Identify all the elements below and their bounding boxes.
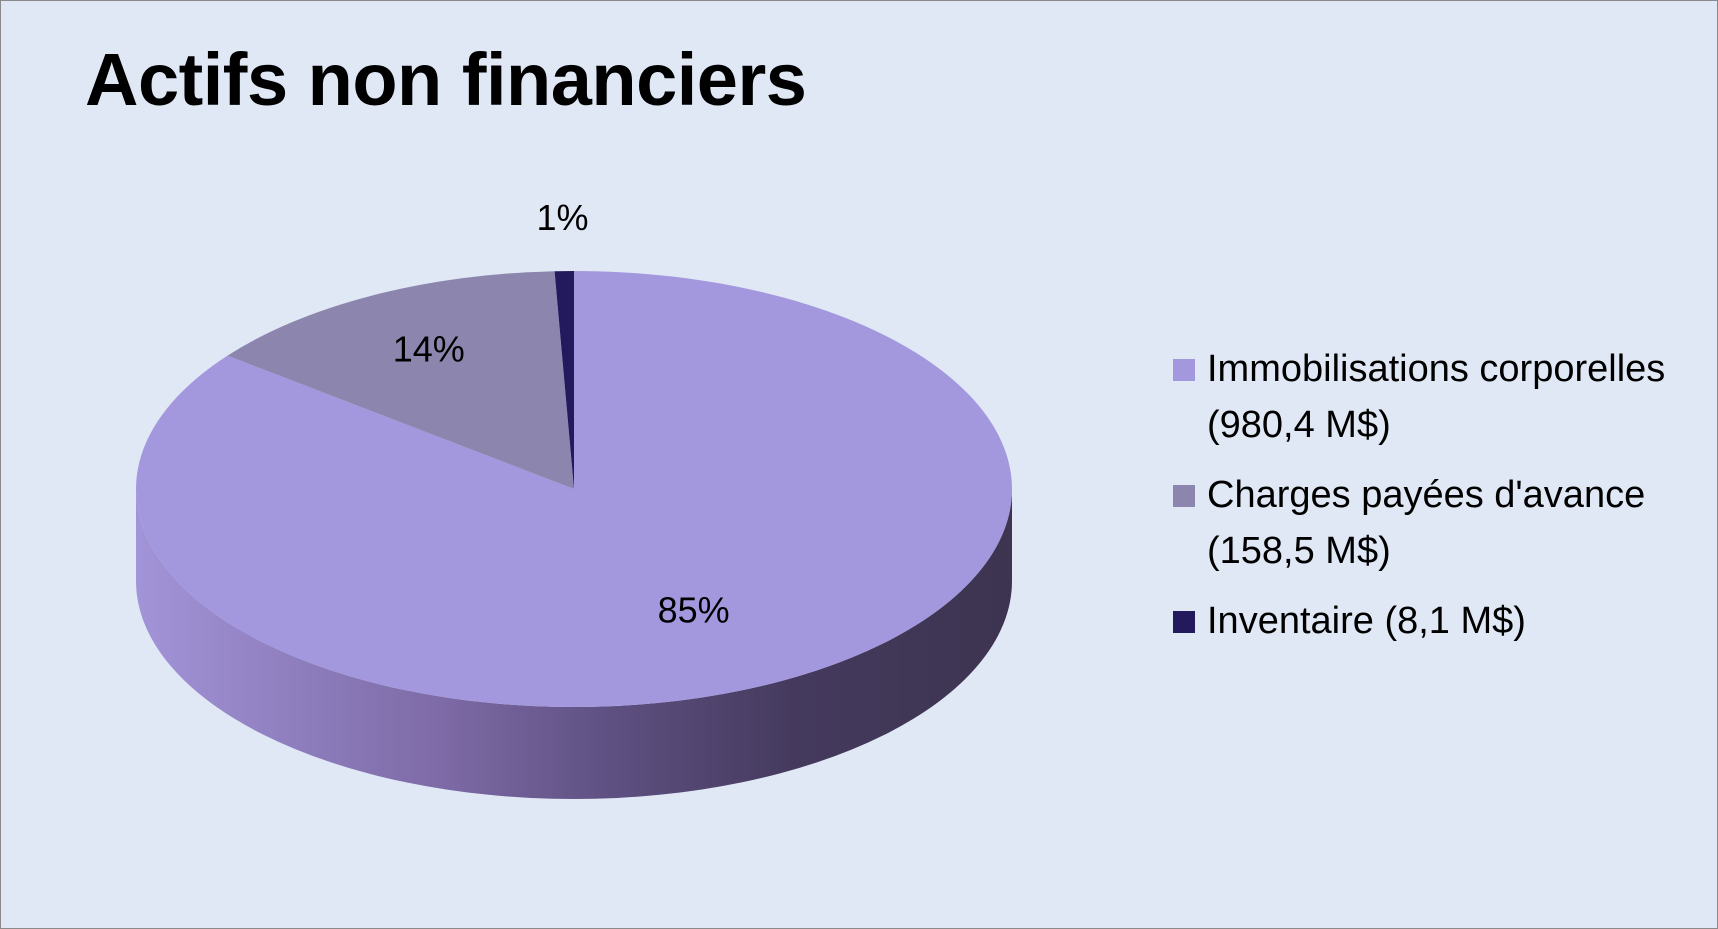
pie-slice-3	[554, 271, 574, 489]
legend-label: Immobilisations corporelles (980,4 M$)	[1207, 348, 1666, 446]
legend-swatch	[1173, 485, 1195, 507]
legend-swatch	[1173, 359, 1195, 381]
pie-side-surface	[136, 489, 1012, 799]
chart-title: Actifs non financiers	[85, 38, 807, 121]
legend: Immobilisations corporelles (980,4 M$) Ch…	[1169, 341, 1689, 663]
pie-data-label-3: 1%	[537, 197, 589, 238]
pie-side-wall	[136, 489, 1012, 799]
legend-item-1: Immobilisations corporelles (980,4 M$)	[1169, 341, 1689, 453]
legend-swatch	[1173, 611, 1195, 633]
pie-data-label-2: 14%	[393, 329, 465, 370]
legend-item-3: Inventaire (8,1 M$)	[1169, 593, 1689, 649]
legend-label: Inventaire (8,1 M$)	[1207, 600, 1526, 642]
pie-slice-2	[227, 271, 574, 489]
pie-data-label-1: 85%	[658, 589, 730, 630]
legend-label: Charges payées d'avance (158,5 M$)	[1207, 474, 1646, 572]
legend-item-2: Charges payées d'avance (158,5 M$)	[1169, 467, 1689, 579]
